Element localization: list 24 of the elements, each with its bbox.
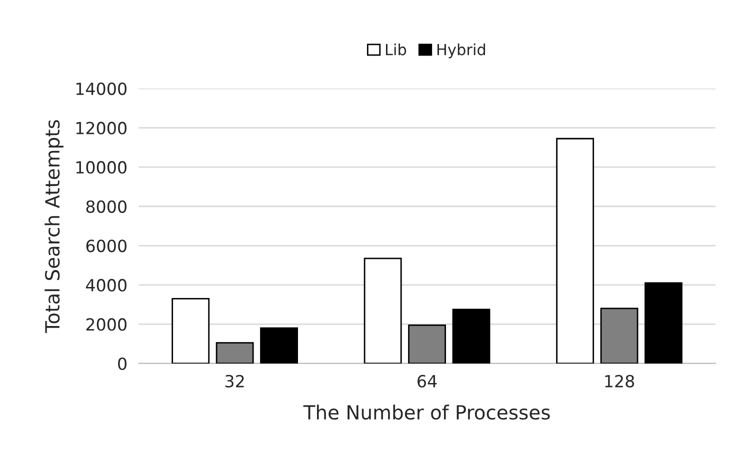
legend-label: Hybrid (437, 44, 486, 58)
y-tick-label: 10000 (76, 161, 126, 174)
x-tick-label: 128 (605, 374, 634, 388)
bar (600, 308, 638, 364)
y-tick-label: 4000 (86, 278, 126, 292)
y-tick-label: 12000 (76, 122, 126, 134)
bar (452, 308, 490, 364)
bar (216, 342, 254, 364)
bar (556, 138, 594, 364)
bar (172, 298, 210, 364)
bar (260, 327, 298, 364)
x-tick-label: 32 (225, 374, 244, 388)
y-tick-label: 0 (118, 357, 126, 370)
y-axis-title: Total Search Attempts (44, 120, 64, 333)
bar (364, 258, 402, 364)
x-axis-title: The Number of Processes (303, 404, 550, 420)
y-tick-label: 8000 (86, 200, 126, 213)
y-tick-label: 14000 (76, 82, 126, 96)
legend-label: Lib (386, 44, 406, 56)
y-tick-label: 2000 (86, 318, 126, 331)
bar (408, 324, 446, 364)
bar (644, 282, 682, 364)
x-tick-label: 64 (418, 374, 437, 388)
y-tick-label: 6000 (86, 240, 126, 252)
